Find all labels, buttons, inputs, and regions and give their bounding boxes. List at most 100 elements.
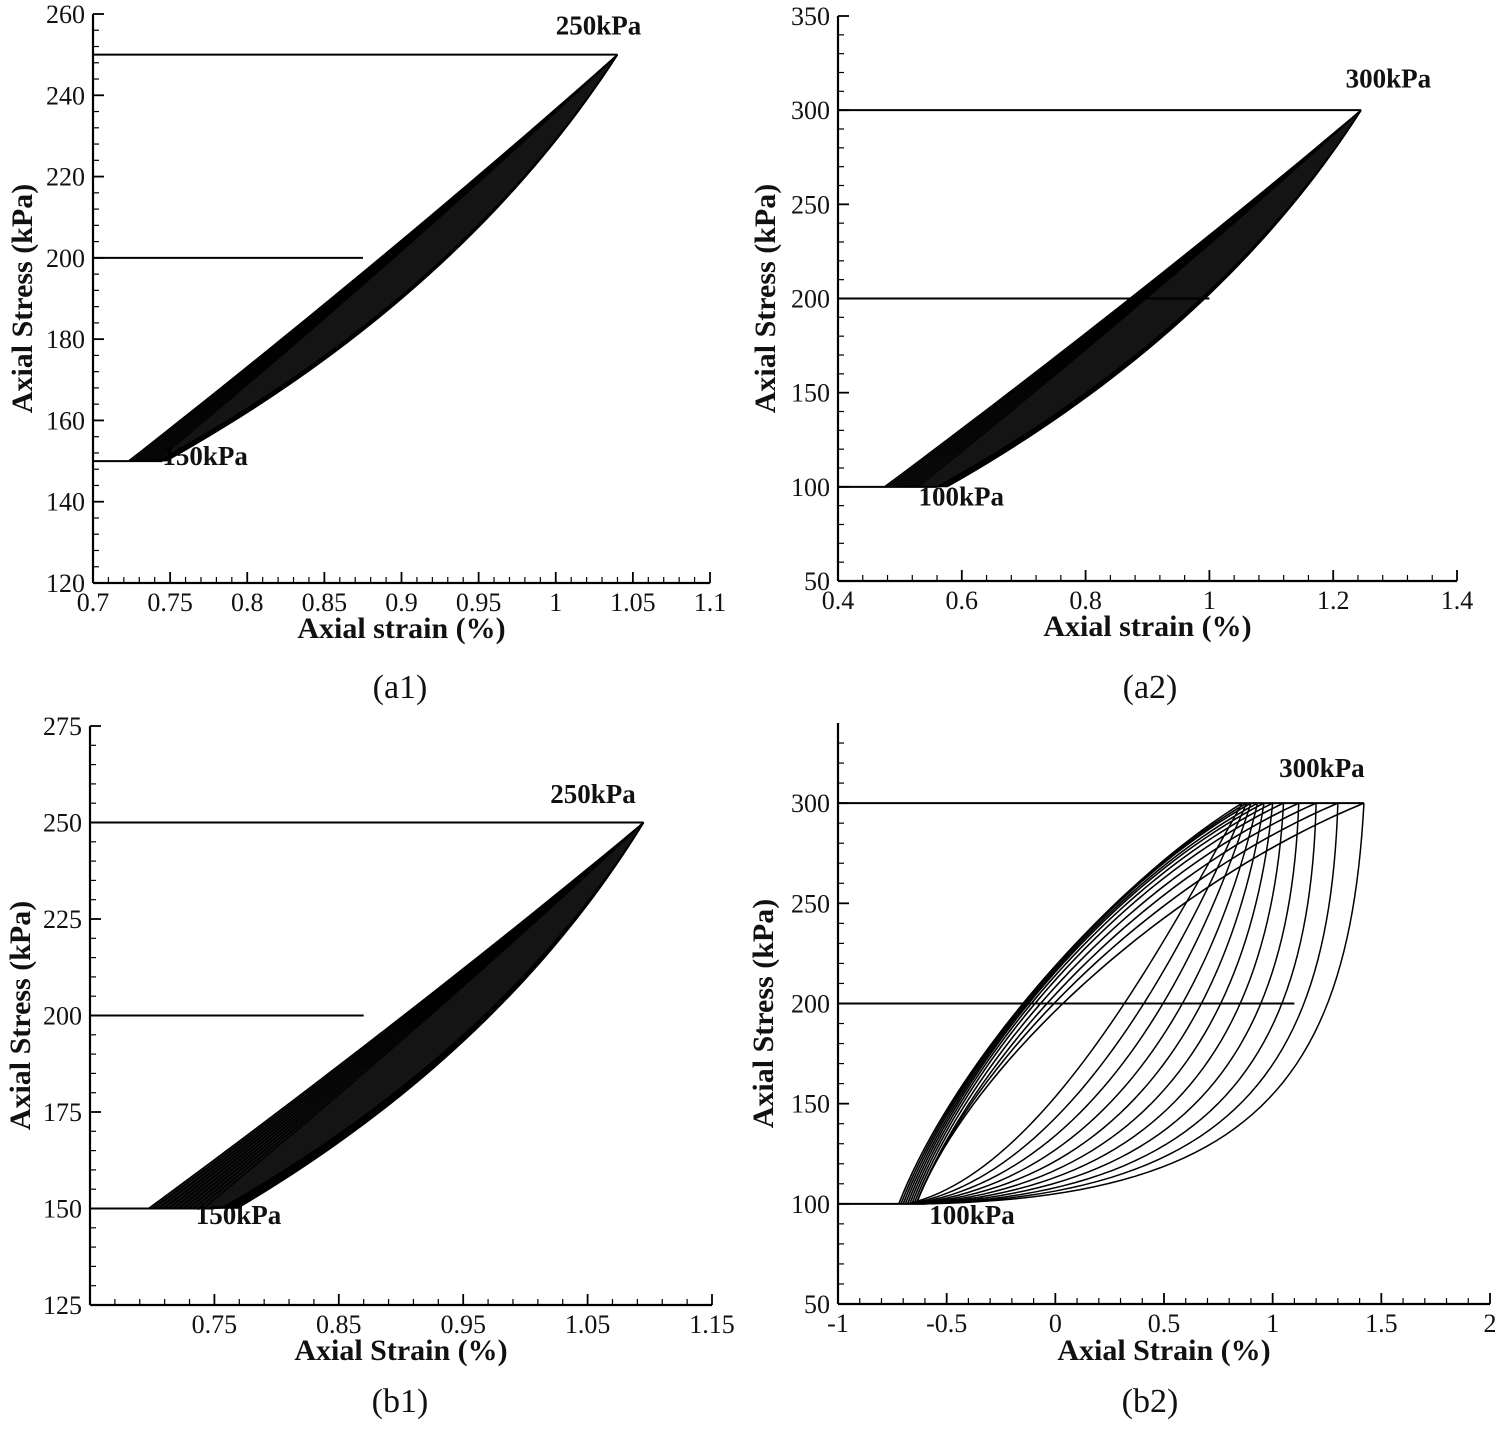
y-tick-label: 200	[43, 1002, 82, 1031]
unloading-curve	[908, 802, 1274, 1205]
loading-curve	[924, 803, 1339, 1205]
x-tick-label: 1.1	[694, 588, 727, 617]
x-tick-label: 0.95	[440, 1310, 486, 1339]
y-tick-label: 200	[46, 244, 85, 273]
x-tick-label: 1	[549, 588, 562, 617]
x-tick-label: -1	[827, 1309, 849, 1338]
unloading-curve	[915, 802, 1317, 1205]
loading-curve	[165, 54, 619, 462]
y-tick-label: 200	[791, 989, 830, 1018]
y-tick-label: 150	[791, 379, 830, 408]
chart-panel-a2: 0.4 0.6 0.8 1 1.2 1.4 50 100 150 200 250 300 350 Axia…	[749, 2, 1473, 706]
y-axis-title: Axial Stress (kPa)	[6, 184, 39, 413]
x-tick-label: 1.15	[689, 1310, 735, 1339]
y-tick-label: 275	[43, 712, 82, 741]
loading-curve	[909, 802, 1248, 1205]
unloading-curve	[911, 802, 1284, 1205]
stress-annotation: 300kPa	[1279, 753, 1365, 783]
loading-curve	[911, 802, 1252, 1205]
loading-curve	[924, 803, 1317, 1205]
loading-curve	[920, 803, 1285, 1205]
y-tick-label: 50	[804, 567, 830, 596]
x-axis-title: Axial Strain (%)	[294, 1334, 507, 1367]
panel-caption: (a1)	[373, 669, 428, 706]
stress-annotation: 250kPa	[550, 779, 636, 809]
x-tick-label: 0.8	[1069, 586, 1102, 615]
y-tick-label: 160	[46, 406, 85, 435]
stress-annotation: 100kPa	[929, 1200, 1015, 1230]
loading-curve	[907, 802, 1243, 1205]
x-tick-label: 0.75	[192, 1310, 238, 1339]
x-tick-label: 1	[1203, 586, 1216, 615]
loading-curve	[236, 822, 645, 1210]
y-tick-label: 240	[46, 81, 85, 110]
stress-annotation: 250kPa	[556, 10, 642, 40]
x-tick-label: 1.05	[565, 1310, 611, 1339]
unloading-curve	[155, 54, 618, 462]
loading-curve	[918, 803, 1274, 1205]
x-tick-label: 0.6	[946, 586, 979, 615]
y-tick-label: 140	[46, 488, 85, 517]
x-tick-label: 0.7	[77, 588, 110, 617]
x-axis-title: Axial strain (%)	[297, 612, 505, 645]
chart-panel-b1: 0.75 0.85 0.95 1.05 1.15 125 150 175 200 225 250 27…	[4, 712, 735, 1420]
x-axis-title: Axial Strain (%)	[1057, 1334, 1270, 1367]
x-tick-label: 0	[1049, 1309, 1062, 1338]
y-tick-label: 150	[791, 1090, 830, 1119]
x-tick-label: 1	[1266, 1309, 1279, 1338]
x-tick-label: 0.8	[231, 588, 264, 617]
loading-curve	[922, 803, 1300, 1205]
y-tick-label: 250	[791, 190, 830, 219]
x-tick-label: 0.95	[456, 588, 502, 617]
panel-caption: (b1)	[372, 1383, 429, 1420]
x-tick-label: 2	[1484, 1309, 1497, 1338]
loading-curve	[946, 109, 1362, 488]
loading-curve	[916, 803, 1265, 1205]
x-tick-label: 0.85	[316, 1310, 362, 1339]
panel-caption: (b2)	[1122, 1383, 1179, 1420]
y-tick-label: 225	[43, 905, 82, 934]
y-axis-title: Axial Stress (kPa)	[4, 901, 37, 1130]
unloading-curve	[906, 802, 1265, 1205]
y-tick-label: 100	[791, 473, 830, 502]
x-tick-label: 0.75	[147, 588, 193, 617]
x-tick-label: -0.5	[926, 1309, 967, 1338]
y-axis-title: Axial Stress (kPa)	[747, 899, 780, 1128]
y-tick-label: 120	[46, 569, 85, 598]
x-tick-label: 1.4	[1441, 586, 1474, 615]
x-tick-label: 1.5	[1365, 1309, 1398, 1338]
y-tick-label: 175	[43, 1098, 82, 1127]
y-tick-label: 150	[43, 1195, 82, 1224]
y-axis-title: Axial Stress (kPa)	[749, 184, 782, 413]
unloading-curve	[902, 802, 1252, 1205]
unloading-curve	[904, 802, 1258, 1205]
y-tick-label: 350	[791, 2, 830, 31]
loading-curve	[924, 803, 1365, 1205]
x-tick-label: 1.2	[1317, 586, 1350, 615]
unloading-curve	[202, 821, 645, 1210]
x-tick-label: 0.4	[822, 586, 855, 615]
unloading-curve	[913, 802, 1300, 1205]
x-tick-label: 1.05	[610, 588, 656, 617]
x-axis-title: Axial strain (%)	[1043, 610, 1251, 643]
y-tick-label: 180	[46, 325, 85, 354]
y-tick-label: 200	[791, 285, 830, 314]
x-tick-label: 0.9	[385, 588, 418, 617]
x-tick-label: 0.5	[1148, 1309, 1181, 1338]
panel-caption: (a2)	[1123, 669, 1178, 706]
stress-annotation: 300kPa	[1346, 64, 1432, 94]
y-tick-label: 100	[791, 1190, 830, 1219]
loading-curve	[913, 802, 1259, 1205]
x-tick-label: 0.85	[302, 588, 348, 617]
y-tick-label: 260	[46, 0, 85, 29]
y-tick-label: 125	[43, 1291, 82, 1320]
y-tick-label: 250	[43, 809, 82, 838]
unloading-curve	[917, 109, 1362, 488]
y-tick-label: 250	[791, 889, 830, 918]
y-tick-label: 220	[46, 163, 85, 192]
y-tick-label: 300	[791, 96, 830, 125]
chart-panel-a1: 0.7 0.75 0.8 0.85 0.9 0.95 1 1.05 1.1 120 140 160 18…	[6, 0, 726, 706]
y-tick-label: 50	[804, 1290, 830, 1319]
